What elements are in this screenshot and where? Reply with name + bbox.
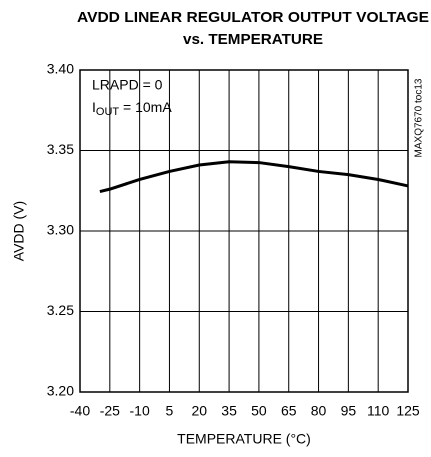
y-axis-label: AVDD (V)	[11, 201, 27, 261]
x-tick-label: 50	[251, 403, 267, 419]
x-tick-label: -10	[130, 403, 150, 419]
y-tick-label: 3.40	[47, 61, 74, 77]
annotation-part: OUT	[96, 106, 120, 118]
x-tick-label: 95	[341, 403, 357, 419]
annotation: IOUT = 10mA	[92, 99, 172, 118]
x-tick-label: 20	[191, 403, 207, 419]
annotation: LRAPD = 0	[92, 77, 163, 93]
data-line	[99, 160, 409, 194]
x-tick-label: 65	[281, 403, 297, 419]
y-tick-label: 3.30	[47, 222, 74, 238]
x-tick-label: 125	[396, 403, 420, 419]
y-tick-label: 3.25	[47, 302, 74, 318]
side-note: MAXQ7670 toc13	[414, 78, 425, 157]
annotation-part: = 10mA	[119, 99, 172, 115]
plot-frame	[79, 69, 409, 393]
x-tick-label: -25	[100, 403, 120, 419]
x-tick-label: -40	[70, 403, 90, 419]
x-tick-label: 35	[221, 403, 237, 419]
chart-title: vs. TEMPERATURE	[183, 31, 323, 48]
x-tick-label: 110	[367, 403, 390, 419]
annotation-part: I	[92, 99, 96, 115]
chart-title: AVDD LINEAR REGULATOR OUTPUT VOLTAGE	[77, 9, 429, 26]
x-axis-label: TEMPERATURE (°C)	[177, 431, 311, 447]
y-tick-label: 3.20	[47, 383, 74, 399]
x-tick-label: 5	[166, 403, 174, 419]
y-tick-label: 3.35	[47, 141, 74, 157]
x-tick-label: 80	[311, 403, 327, 419]
